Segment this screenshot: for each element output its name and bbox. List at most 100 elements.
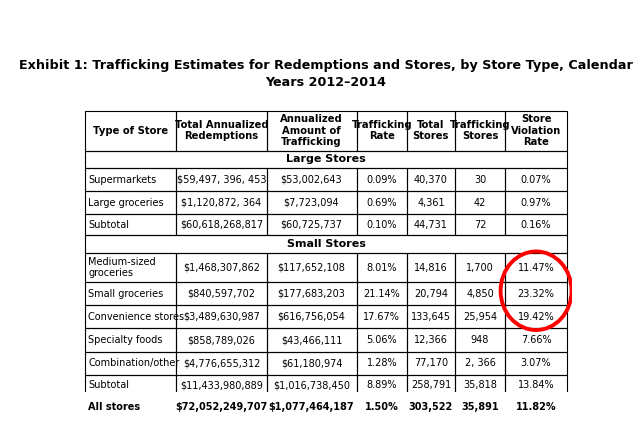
Text: 1,700: 1,700 (466, 263, 494, 273)
Bar (177, 305, 266, 328)
Text: 0.07%: 0.07% (521, 175, 551, 185)
Bar (357, 352, 407, 374)
Text: 7.66%: 7.66% (521, 335, 551, 345)
Text: 0.09%: 0.09% (366, 175, 397, 185)
Text: Trafficking
Rate: Trafficking Rate (352, 120, 412, 141)
Text: $61,180,974: $61,180,974 (281, 358, 342, 368)
Bar (455, 352, 505, 374)
Bar (505, 253, 567, 282)
Text: Small groceries: Small groceries (88, 289, 163, 299)
Bar (266, 352, 357, 374)
Bar (177, 168, 266, 191)
Bar (407, 282, 455, 305)
Text: 19.42%: 19.42% (518, 312, 555, 322)
Bar (266, 396, 357, 418)
Bar (177, 328, 266, 352)
Bar (85, 396, 177, 418)
Text: 0.16%: 0.16% (521, 220, 551, 230)
Bar (357, 282, 407, 305)
Text: 0.10%: 0.10% (366, 220, 397, 230)
Bar (407, 168, 455, 191)
Text: $4,776,655,312: $4,776,655,312 (183, 358, 260, 368)
Text: $60,618,268,817: $60,618,268,817 (180, 220, 263, 230)
Text: 42: 42 (474, 198, 486, 208)
Bar (455, 328, 505, 352)
Bar (505, 328, 567, 352)
Text: $1,077,464,187: $1,077,464,187 (269, 402, 354, 412)
Text: 25,954: 25,954 (463, 312, 497, 322)
Text: 3.07%: 3.07% (521, 358, 551, 368)
Text: 12,366: 12,366 (414, 335, 448, 345)
Text: 20,794: 20,794 (414, 289, 448, 299)
Bar (177, 396, 266, 418)
Text: $11,433,980,889: $11,433,980,889 (180, 380, 263, 390)
Bar (357, 253, 407, 282)
Bar (455, 110, 505, 150)
Bar (266, 374, 357, 396)
Bar (357, 191, 407, 214)
Text: $60,725,737: $60,725,737 (280, 220, 343, 230)
Bar (85, 253, 177, 282)
Bar (407, 328, 455, 352)
Text: $1,468,307,862: $1,468,307,862 (183, 263, 260, 273)
Bar (455, 396, 505, 418)
Bar (455, 253, 505, 282)
Bar (505, 374, 567, 396)
Bar (455, 282, 505, 305)
Bar (455, 168, 505, 191)
Bar (177, 352, 266, 374)
Text: Large Stores: Large Stores (286, 154, 366, 165)
Bar (407, 214, 455, 235)
Text: 44,731: 44,731 (414, 220, 448, 230)
Bar (455, 214, 505, 235)
Text: 40,370: 40,370 (414, 175, 448, 185)
Text: 30: 30 (474, 175, 486, 185)
Text: 21.14%: 21.14% (363, 289, 400, 299)
Bar (266, 305, 357, 328)
Text: $117,652,108: $117,652,108 (277, 263, 345, 273)
Bar (85, 110, 177, 150)
Bar (505, 168, 567, 191)
Bar (266, 110, 357, 150)
Text: 23.32%: 23.32% (518, 289, 555, 299)
Text: 0.97%: 0.97% (521, 198, 551, 208)
Bar (85, 168, 177, 191)
Bar (505, 110, 567, 150)
Text: 11.47%: 11.47% (518, 263, 555, 273)
Text: $616,756,054: $616,756,054 (277, 312, 345, 322)
Text: $43,466,111: $43,466,111 (281, 335, 342, 345)
Text: $177,683,203: $177,683,203 (277, 289, 345, 299)
Text: 1.50%: 1.50% (365, 402, 399, 412)
Bar (505, 396, 567, 418)
Bar (177, 110, 266, 150)
Text: 1.28%: 1.28% (366, 358, 397, 368)
Bar (505, 191, 567, 214)
Bar (407, 191, 455, 214)
Text: $72,052,249,707: $72,052,249,707 (176, 402, 268, 412)
Bar (357, 110, 407, 150)
Bar (505, 282, 567, 305)
Bar (85, 214, 177, 235)
Bar (85, 305, 177, 328)
Text: 11.82%: 11.82% (516, 402, 556, 412)
Bar (407, 110, 455, 150)
Text: 13.84%: 13.84% (518, 380, 555, 390)
Bar (177, 191, 266, 214)
Text: $858,789,026: $858,789,026 (188, 335, 256, 345)
Text: $53,002,643: $53,002,643 (280, 175, 342, 185)
Bar (85, 235, 567, 253)
Bar (177, 253, 266, 282)
Text: 8.01%: 8.01% (366, 263, 397, 273)
Bar (85, 352, 177, 374)
Text: 35,818: 35,818 (463, 380, 497, 390)
Text: Specialty foods: Specialty foods (88, 335, 162, 345)
Bar (357, 396, 407, 418)
Bar (407, 253, 455, 282)
Bar (505, 214, 567, 235)
Text: Total Annualized
Redemptions: Total Annualized Redemptions (175, 120, 268, 141)
Text: 303,522: 303,522 (409, 402, 453, 412)
Text: 5.06%: 5.06% (366, 335, 397, 345)
Text: Convenience stores: Convenience stores (88, 312, 184, 322)
Bar (85, 328, 177, 352)
Text: Medium-sized
groceries: Medium-sized groceries (88, 257, 156, 279)
